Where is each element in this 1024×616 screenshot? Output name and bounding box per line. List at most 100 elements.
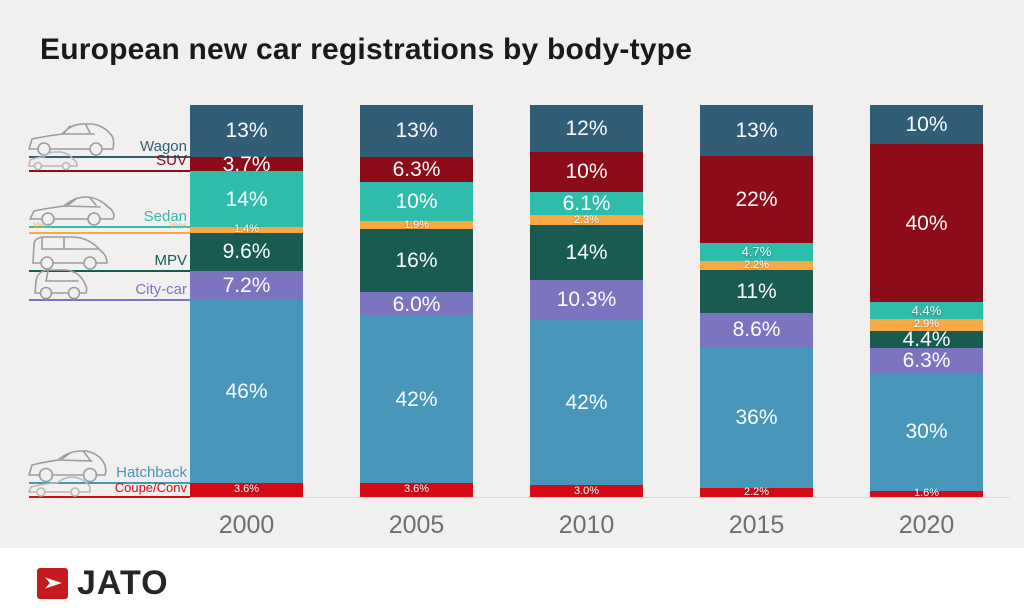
segment-value-label: 13% [735, 119, 778, 143]
legend-line-vans [29, 232, 190, 234]
segment-city-car-2000: 7.2% [190, 270, 303, 300]
segment-sedan-2015: 4.7% [700, 242, 813, 262]
segment-wagon-2020: 10% [870, 105, 983, 145]
legend-label-suv: SUV [156, 152, 187, 170]
segment-hatchback-2005: 42% [360, 316, 473, 483]
segment-value-label: 36% [735, 406, 778, 430]
segment-mpv-2005: 16% [360, 228, 473, 293]
segment-value-label: 2.2% [743, 486, 770, 499]
segment-value-label: 14% [565, 240, 608, 264]
x-axis-label-2020: 2020 [898, 511, 955, 539]
legend-line-coupe-conv [29, 496, 190, 498]
segment-value-label: 6.1% [562, 191, 611, 215]
segment-value-label: 2.3% [573, 213, 600, 226]
x-axis-label-2015: 2015 [728, 511, 785, 539]
x-axis-label-2000: 2000 [218, 511, 275, 539]
segment-sedan-2010: 6.1% [530, 191, 643, 216]
segment-wagon-2005: 13% [360, 105, 473, 157]
legend-label-hatchback: Hatchback [116, 463, 187, 481]
bar-2020: 10% 40% 4.4% 2.9% 4.4% 6.3% 30% 1.6% [870, 105, 983, 500]
chart-title: European new car registrations by body-t… [40, 33, 693, 66]
segment-value-label: 12% [565, 117, 608, 141]
legend-line-suv [29, 170, 190, 172]
segment-value-label: 42% [565, 391, 608, 415]
segment-value-label: 46% [225, 379, 268, 403]
segment-value-label: 10% [395, 189, 438, 213]
legend-label-mpv: MPV [154, 251, 187, 269]
legend-label-vans: Vans [169, 220, 187, 230]
segment-value-label: 30% [905, 420, 948, 444]
segment-coupe-conv-2020: 1.6% [870, 487, 983, 500]
segment-hatchback-2015: 36% [700, 346, 813, 489]
segment-suv-2020: 40% [870, 144, 983, 302]
wagon-car-icon [26, 115, 116, 157]
segment-value-label: 4.4% [911, 302, 942, 318]
bar-2010: 12% 10% 6.1% 2.3% 14% 10.3% 42% 3.0% [530, 105, 643, 498]
segment-value-label: 7.2% [222, 273, 271, 297]
bar-2015: 13% 22% 4.7% 2.2% 11% 8.6% 36% 2.2% [700, 105, 813, 499]
segment-hatchback-2010: 42% [530, 320, 643, 486]
segment-value-label: 14% [225, 187, 268, 211]
jato-logo: JATO [37, 566, 169, 600]
segment-coupe-conv-2000: 3.6% [190, 482, 303, 497]
segment-value-label: 6.3% [902, 348, 951, 372]
segment-value-label: 10% [905, 113, 948, 137]
legend-line-sedan [29, 226, 190, 228]
segment-value-label: 2.9% [913, 318, 940, 331]
segment-value-label: 6.3% [392, 157, 441, 181]
legend-label-city-car: City-car [135, 280, 187, 298]
segment-city-car-2005: 6.0% [360, 292, 473, 317]
brand-name: JATO [77, 564, 169, 602]
segment-mpv-2010: 14% [530, 224, 643, 280]
segment-wagon-2010: 12% [530, 105, 643, 153]
segment-value-label: 4.7% [741, 244, 772, 260]
segment-value-label: 1.4% [233, 223, 260, 236]
legend-line-mpv [29, 270, 190, 272]
segment-vans-2015: 2.2% [700, 259, 813, 270]
mpv-car-icon [30, 229, 110, 271]
city-car-icon [32, 264, 90, 300]
segment-mpv-2020: 4.4% [870, 327, 983, 351]
segment-city-car-2010: 10.3% [530, 279, 643, 321]
x-axis-label-2005: 2005 [388, 511, 445, 539]
segment-sedan-2000: 14% [190, 171, 303, 228]
segment-value-label: 13% [395, 119, 438, 143]
segment-suv-2015: 22% [700, 156, 813, 243]
suv-car-icon [27, 149, 79, 171]
legend-label-wagon: Wagon [140, 137, 187, 155]
segment-value-label: 10% [565, 160, 608, 184]
legend-line-city-car [29, 299, 190, 301]
segment-wagon-2000: 13% [190, 105, 303, 157]
segment-mpv-2000: 9.6% [190, 232, 303, 271]
segment-hatchback-2000: 46% [190, 299, 303, 483]
legend-label-sedan: Sedan [143, 208, 187, 226]
segment-value-label: 13% [225, 119, 268, 143]
legend-label-vans-left: Vans [33, 220, 51, 230]
bar-2000: 13% 3.7% 14% 1.4% 9.6% 7.2% 46% 3.6% [190, 105, 303, 497]
footer-bar: JATO [0, 548, 1024, 616]
segment-value-label: 3.6% [233, 483, 260, 496]
segment-coupe-conv-2010: 3.0% [530, 484, 643, 498]
hatchback-car-icon [26, 443, 110, 483]
segment-value-label: 16% [395, 249, 438, 273]
segment-sedan-2020: 4.4% [870, 301, 983, 320]
segment-value-label: 4.4% [902, 327, 951, 351]
x-axis-label-2010: 2010 [558, 511, 615, 539]
segment-mpv-2015: 11% [700, 269, 813, 313]
segment-city-car-2020: 6.3% [870, 347, 983, 373]
segment-value-label: 3.7% [222, 152, 271, 176]
segment-city-car-2015: 8.6% [700, 313, 813, 347]
segment-vans-2020: 2.9% [870, 318, 983, 331]
sedan-car-icon [28, 189, 116, 227]
segment-coupe-conv-2005: 3.6% [360, 482, 473, 497]
segment-hatchback-2020: 30% [870, 372, 983, 491]
segment-value-label: 1.6% [913, 487, 940, 500]
segment-value-label: 3.0% [573, 484, 600, 497]
segment-value-label: 3.6% [403, 483, 430, 496]
segment-vans-2010: 2.3% [530, 213, 643, 226]
segment-value-label: 40% [905, 211, 948, 235]
axis-baseline [29, 497, 1010, 498]
coupe-car-icon [27, 475, 93, 497]
segment-vans-2000: 1.4% [190, 223, 303, 236]
